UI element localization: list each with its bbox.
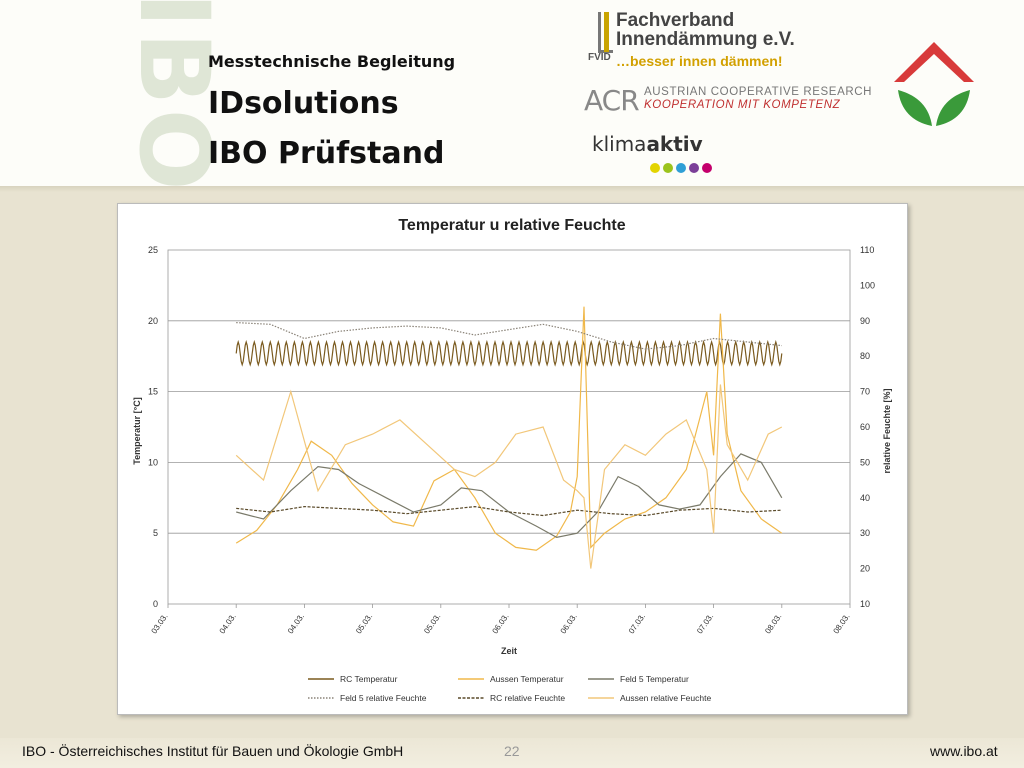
klimaaktiv-logo: klimaaktiv [592,132,722,174]
klimaaktiv-dot [689,163,699,173]
x-tick-label: 06.03. [559,612,579,635]
y2-tick-label: 110 [860,245,874,255]
y2-tick-label: 100 [860,280,875,290]
klimaaktiv-logo-text: klimaaktiv [592,132,703,156]
klimaaktiv-suffix: aktiv [646,132,703,156]
series-line [236,505,782,517]
y-tick-label: 5 [153,528,158,538]
y-tick-label: 15 [148,387,158,397]
house-leaf-logo [892,40,976,130]
series-line [235,339,783,367]
x-tick-label: 08.03. [763,612,783,635]
series-line [235,306,783,551]
temperature-humidity-chart: Temperatur u relative Feuchte 0 5 10 15 20 25… [132,217,892,703]
y2-tick-label: 50 [860,457,870,467]
klimaaktiv-prefix: klima [592,132,647,156]
fvid-logo: Fachverband Innendämmung e.V. FVID …bess… [588,10,828,72]
legend-label: RC Temperatur [340,674,398,684]
header: IBO Messtechnische Begleitung IDsolution… [0,0,1024,195]
series-line [236,322,782,350]
footer-website: www.ibo.at [930,743,998,759]
x-tick-label: 08.03. [832,612,852,635]
legend-label: Feld 5 relative Feuchte [340,693,427,703]
chart-title: Temperatur u relative Feuchte [398,217,625,234]
header-divider [0,186,1024,192]
chart-series [235,306,783,569]
y2-tick-label: 80 [860,351,870,361]
x-tick-label: 03.03. [150,612,170,635]
legend-label: Feld 5 Temperatur [620,674,689,684]
fvid-logo-abbr: FVID [588,52,611,63]
x-tick-label: 04.03. [286,612,306,635]
x-tick-label: 06.03. [491,612,511,635]
y-tick-label: 10 [148,457,158,467]
footer-organization: IBO - Österreichisches Institut für Baue… [22,743,404,759]
footer [0,738,1024,768]
y-tick-label: 0 [153,599,158,609]
x-tick-label: 05.03. [354,612,374,635]
acr-logo-letters: ACR [584,84,640,117]
legend-label: RC relative Feuchte [490,693,565,703]
x-tick-label: 07.03. [695,612,715,635]
y2-tick-label: 70 [860,387,870,397]
legend-label: Aussen Temperatur [490,674,564,684]
fvid-logo-accent [604,12,609,52]
klimaaktiv-dot [676,163,686,173]
slide-title-line2: IBO Prüfstand [208,136,445,171]
y2-tick-label: 60 [860,422,870,432]
acr-logo: ACR AUSTRIAN COOPERATIVE RESEARCH KOOPER… [584,84,871,117]
plot-area-border [167,249,851,605]
fvid-logo-tagline: …besser innen dämmen! [616,53,783,69]
acr-logo-line1: AUSTRIAN COOPERATIVE RESEARCH [644,86,873,98]
fvid-logo-line2: Innendämmung e.V. [616,29,795,50]
y-tick-label: 25 [148,245,158,255]
y-axis-label: Temperatur [°C] [132,397,142,464]
y2-tick-label: 20 [860,564,870,574]
x-tick-label: 05.03. [422,612,442,635]
y2-tick-label: 10 [860,599,870,609]
acr-logo-line2: KOOPERATION MIT KOMPETENZ [644,99,841,111]
slide-title-line1: IDsolutions [208,86,399,121]
series-line [235,384,783,569]
fvid-logo-line1: Fachverband [616,10,735,31]
y2-tick-label: 90 [860,316,870,326]
series-line [236,453,783,539]
y-tick-label: 20 [148,316,158,326]
x-tick-label: 04.03. [218,612,238,635]
x-axis-label: Zeit [501,646,517,656]
x-tick-label: 07.03. [627,612,647,635]
watermark-text: IBO [118,0,230,195]
y2-axis-label: relative Feuchte [%] [882,388,892,473]
chart-legend: RC Temperatur Aussen Temperatur Feld 5 Tem… [308,674,711,703]
klimaaktiv-dots [650,160,715,178]
y2-tick-label: 40 [860,493,870,503]
klimaaktiv-dot [702,163,712,173]
page-number: 22 [504,743,520,759]
legend-label: Aussen relative Feuchte [620,693,711,703]
slide-subtitle: Messtechnische Begleitung [208,52,456,71]
house-leaf-icon [894,42,974,126]
klimaaktiv-dot [663,163,673,173]
klimaaktiv-dot [650,163,660,173]
y2-tick-label: 30 [860,528,870,538]
chart-panel: Temperatur u relative Feuchte 0 5 10 15 20 25… [117,203,908,715]
chart-grid [167,249,851,605]
